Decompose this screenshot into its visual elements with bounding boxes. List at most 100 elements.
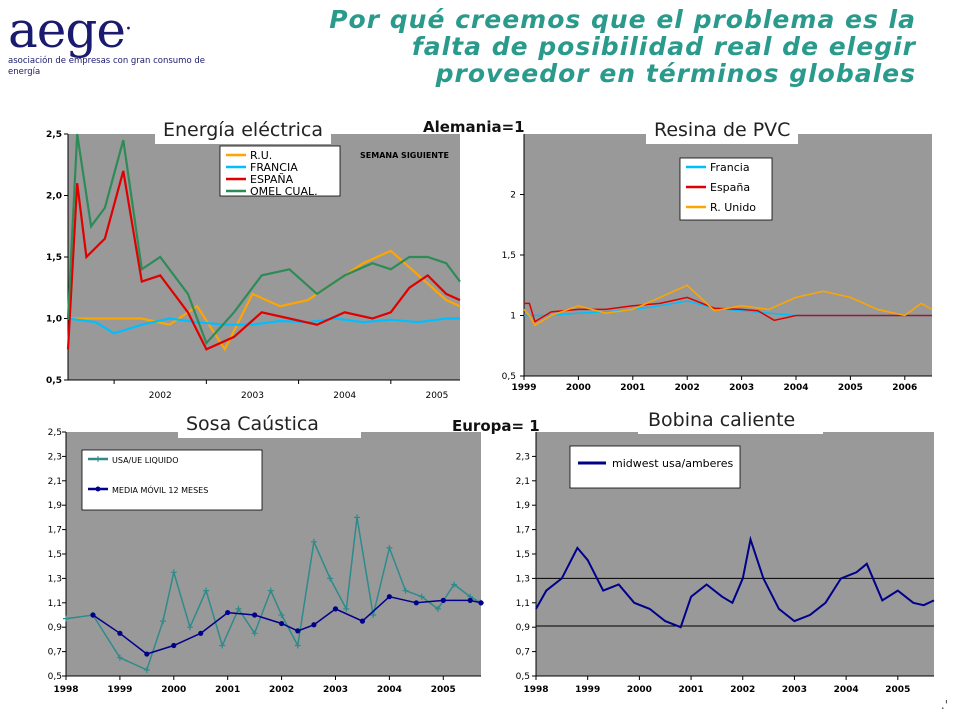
data-point xyxy=(143,666,150,673)
y-tick-label: 1 xyxy=(510,312,516,322)
legend-label: USA/UE LIQUIDO xyxy=(112,456,179,465)
legend-label: España xyxy=(710,181,750,194)
legend-label: OMEL CUAL. xyxy=(250,185,318,198)
x-tick-label: 2001 xyxy=(620,383,645,393)
data-point xyxy=(186,624,193,631)
y-tick-label: 0,7 xyxy=(516,648,530,658)
series-line-2 xyxy=(523,284,933,327)
y-tick-label: 2 xyxy=(510,191,516,201)
chart-bobina-caliente: 0,5 0,7 0,9 1,1 1,3 1,5 1,7 1,9 2,1 2,3 1998 1999 20… xyxy=(516,432,935,695)
x-tick-label: 2005 xyxy=(838,383,863,393)
x-tick-label: 2002 xyxy=(675,383,700,393)
data-point xyxy=(278,612,285,618)
chart-resina-pvc: 0,5 1 1,5 2 1999 2000 2001 2002 2003 2004 2005 2006… xyxy=(502,134,933,393)
data-point xyxy=(235,605,242,612)
series-line-3 xyxy=(66,133,461,346)
y-tick-label: 2,5 xyxy=(48,428,62,438)
data-point xyxy=(343,605,350,612)
data-point xyxy=(311,622,317,628)
y-tick-label: 2,3 xyxy=(48,452,62,462)
y-tick-label: 1,1 xyxy=(516,599,530,609)
y-tick-label: 1,5 xyxy=(46,253,62,263)
data-point xyxy=(171,642,177,649)
data-point xyxy=(63,615,69,622)
y-tick-label: 2,1 xyxy=(48,477,62,487)
data-point xyxy=(170,569,177,576)
data-point xyxy=(219,642,226,649)
note-europa: Europa= 1 xyxy=(452,417,540,435)
legend-label: R. Unido xyxy=(710,201,756,214)
data-point xyxy=(278,620,285,627)
chart-title-pvc: Resina de PVC xyxy=(646,116,799,144)
logo: aege· xyxy=(8,0,132,60)
data-point xyxy=(294,642,301,649)
data-point xyxy=(252,612,258,618)
x-tick-label: 2003 xyxy=(729,383,754,393)
data-point xyxy=(267,587,274,594)
x-tick-label: 2005 xyxy=(885,685,910,695)
data-point xyxy=(354,514,361,521)
data-point xyxy=(90,612,96,618)
data-point xyxy=(203,587,210,594)
x-tick-label: 2000 xyxy=(566,383,591,393)
data-point xyxy=(117,630,123,636)
x-tick-label: 1998 xyxy=(523,685,548,695)
legend-label: Francia xyxy=(710,161,750,174)
data-point xyxy=(310,538,317,545)
x-tick-label: 2001 xyxy=(679,685,704,695)
data-point xyxy=(116,654,123,661)
data-point xyxy=(359,618,366,624)
y-tick-label: 1,0 xyxy=(46,315,62,325)
legend-label: R.U. xyxy=(250,149,272,162)
y-tick-label: 0,5 xyxy=(46,376,62,386)
series-line-1 xyxy=(67,317,460,335)
x-tick-label: 2000 xyxy=(627,685,652,695)
data-point xyxy=(386,594,392,600)
data-point xyxy=(370,612,377,618)
data-point xyxy=(160,618,167,625)
data-point xyxy=(451,581,458,588)
legend-box xyxy=(679,157,773,221)
x-tick-label: 1999 xyxy=(511,383,536,393)
legend-box xyxy=(569,445,741,489)
y-tick-label: 0,5 xyxy=(502,372,516,382)
chart-energia-electrica: 0,5 1,0 1,5 2,0 2,5 2002 2003 2004 2005 R.U.FRANC… xyxy=(46,130,461,401)
y-tick-label: 1,5 xyxy=(502,251,516,261)
y-tick-label: 2,3 xyxy=(516,452,530,462)
series-line-0 xyxy=(65,517,482,671)
series-line-0 xyxy=(535,535,935,629)
y-tick-label: 1,3 xyxy=(48,574,62,584)
x-tick-label: 2002 xyxy=(149,391,172,401)
data-point xyxy=(478,600,484,606)
x-tick-label: 2005 xyxy=(425,391,448,401)
chart-title-energia: Energía eléctrica xyxy=(155,116,331,144)
x-tick-label: 2002 xyxy=(730,685,755,695)
y-tick-label: 1,1 xyxy=(48,599,62,609)
logo-dot: · xyxy=(125,17,132,42)
y-tick-label: 0,7 xyxy=(48,648,62,658)
x-tick-label: 2003 xyxy=(323,685,348,695)
chart-title-sosa: Sosa Caústica xyxy=(178,410,361,438)
data-point xyxy=(402,587,409,594)
y-tick-label: 1,9 xyxy=(48,501,63,511)
chart-title-bobina: Bobina caliente xyxy=(638,406,824,434)
y-tick-label: 0,9 xyxy=(516,623,531,633)
y-tick-label: 2,1 xyxy=(516,477,530,487)
y-tick-label: 1,9 xyxy=(516,501,531,511)
footer-mark: .' xyxy=(940,698,948,712)
x-tick-label: 2000 xyxy=(161,685,186,695)
x-tick-label: 2003 xyxy=(782,685,807,695)
y-tick-label: 2,0 xyxy=(46,192,62,202)
page-title: Por qué creemos que el problema es la fa… xyxy=(329,5,916,88)
logo-tagline: asociación de empresas con gran consumo … xyxy=(8,56,205,77)
x-tick-label: 2004 xyxy=(834,685,859,695)
y-tick-label: 0,9 xyxy=(48,623,63,633)
x-tick-label: 2003 xyxy=(241,391,264,401)
y-tick-label: 1,5 xyxy=(48,550,62,560)
x-tick-label: 2004 xyxy=(377,685,402,695)
legend-label: midwest usa/amberes xyxy=(612,457,733,470)
series-line-2 xyxy=(66,170,461,351)
data-point xyxy=(467,597,473,603)
legend-label: FRANCIA xyxy=(250,161,298,174)
series-line-1 xyxy=(524,296,932,323)
